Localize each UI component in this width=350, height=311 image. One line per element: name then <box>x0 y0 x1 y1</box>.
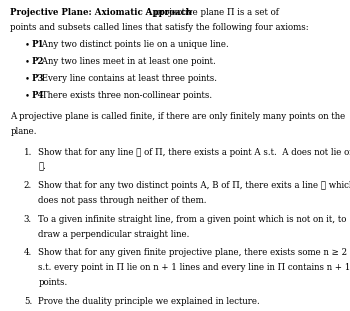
Text: Show that for any two distinct points A, B of Π, there exits a line ℓ which: Show that for any two distinct points A,… <box>38 181 350 190</box>
Text: A projective plane is called finite, if there are only finitely many points on t: A projective plane is called finite, if … <box>10 112 346 121</box>
Text: ℓ.: ℓ. <box>38 163 46 172</box>
Text: Every line contains at least three points.: Every line contains at least three point… <box>39 74 217 83</box>
Text: •: • <box>25 57 30 66</box>
Text: does not pass through neither of them.: does not pass through neither of them. <box>38 196 207 205</box>
Text: 5.: 5. <box>24 297 32 306</box>
Text: Prove the duality principle we explained in lecture.: Prove the duality principle we explained… <box>38 297 260 306</box>
Text: Any two lines meet in at least one point.: Any two lines meet in at least one point… <box>39 57 216 66</box>
Text: points and subsets called lines that satisfy the following four axioms:: points and subsets called lines that sat… <box>10 23 309 32</box>
Text: To a given infinite straight line, from a given point which is not on it, to: To a given infinite straight line, from … <box>38 215 347 224</box>
Text: 1.: 1. <box>24 148 32 157</box>
Text: points.: points. <box>38 278 68 287</box>
Text: •: • <box>25 91 30 100</box>
Text: There exists three non-collinear points.: There exists three non-collinear points. <box>39 91 212 100</box>
Text: P3: P3 <box>32 74 44 83</box>
Text: s.t. every point in Π lie on n + 1 lines and every line in Π contains n + 1: s.t. every point in Π lie on n + 1 lines… <box>38 263 350 272</box>
Text: 3.: 3. <box>24 215 32 224</box>
Text: Show that for any given finite projective plane, there exists some n ≥ 2: Show that for any given finite projectiv… <box>38 248 348 258</box>
Text: 4.: 4. <box>24 248 32 258</box>
Text: Projective Plane: Axiomatic Approach: Projective Plane: Axiomatic Approach <box>10 8 192 17</box>
Text: 2.: 2. <box>24 181 32 190</box>
Text: Any two distinct points lie on a unique line.: Any two distinct points lie on a unique … <box>39 40 229 49</box>
Text: Show that for any line ℓ of Π, there exists a point A s.t.  A does not lie on: Show that for any line ℓ of Π, there exi… <box>38 148 350 157</box>
Text: A projective plane Π is a set of: A projective plane Π is a set of <box>140 8 279 17</box>
Text: P1: P1 <box>32 40 44 49</box>
Text: plane.: plane. <box>10 127 37 136</box>
Text: •: • <box>25 40 30 49</box>
Text: P2: P2 <box>32 57 44 66</box>
Text: draw a perpendicular straight line.: draw a perpendicular straight line. <box>38 230 190 239</box>
Text: P4: P4 <box>32 91 44 100</box>
Text: •: • <box>25 74 30 83</box>
